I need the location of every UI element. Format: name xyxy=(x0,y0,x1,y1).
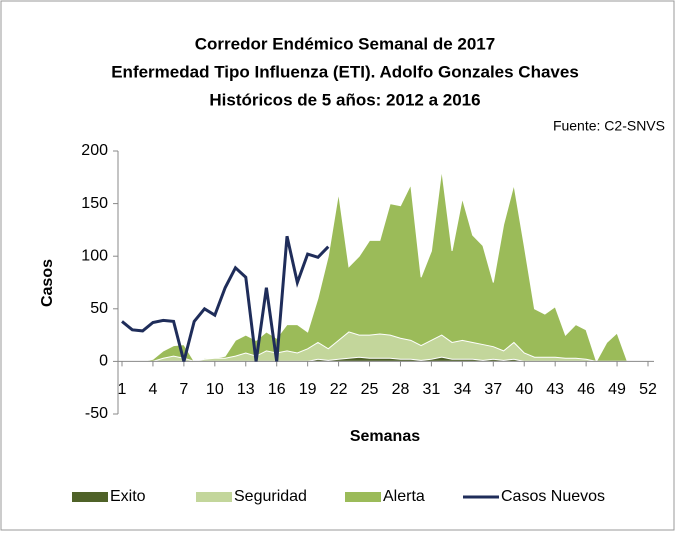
chart-title: Históricos de 5 años: 2012 a 2016 xyxy=(209,90,480,109)
x-tick-label: 22 xyxy=(330,381,348,398)
x-tick-label: 25 xyxy=(361,381,379,398)
x-tick-label: 34 xyxy=(453,381,471,398)
legend-label: Alerta xyxy=(383,488,425,505)
x-tick-label: 4 xyxy=(148,381,157,398)
x-tick-label: 16 xyxy=(268,381,286,398)
y-tick-label: -50 xyxy=(85,405,108,422)
legend-label: Casos Nuevos xyxy=(501,488,605,505)
y-tick-label: 150 xyxy=(81,195,108,212)
legend-label: Exito xyxy=(110,488,146,505)
y-tick-label: 0 xyxy=(99,353,108,370)
y-tick-label: 200 xyxy=(81,142,108,159)
area xyxy=(122,331,648,362)
x-tick-label: 37 xyxy=(484,381,502,398)
legend-swatch xyxy=(345,492,381,502)
y-tick-label: 50 xyxy=(90,300,108,317)
x-tick-label: 46 xyxy=(577,381,595,398)
legend-swatch xyxy=(72,492,108,502)
x-tick-label: 49 xyxy=(608,381,626,398)
x-tick-label: 43 xyxy=(546,381,564,398)
x-tick-label: 28 xyxy=(392,381,410,398)
x-axis-label: Semanas xyxy=(350,428,420,445)
y-tick-label: 100 xyxy=(81,247,108,264)
x-tick-label: 1 xyxy=(118,381,127,398)
x-tick-label: 31 xyxy=(423,381,441,398)
legend-swatch xyxy=(196,492,232,502)
x-tick-label: 10 xyxy=(206,381,224,398)
chart-title: Corredor Endémico Semanal de 2017 xyxy=(195,34,495,53)
y-axis-label: Casos xyxy=(39,259,56,307)
x-tick-label: 40 xyxy=(515,381,533,398)
annotation: Fuente: C2-SNVS xyxy=(553,118,665,134)
x-tick-label: 52 xyxy=(639,381,657,398)
line xyxy=(121,235,330,362)
x-tick-label: 13 xyxy=(237,381,255,398)
chart-title: Enfermedad Tipo Influenza (ETI). Adolfo … xyxy=(111,62,579,81)
legend-label: Seguridad xyxy=(234,488,307,505)
x-tick-label: 19 xyxy=(299,381,317,398)
x-tick-label: 7 xyxy=(179,381,188,398)
